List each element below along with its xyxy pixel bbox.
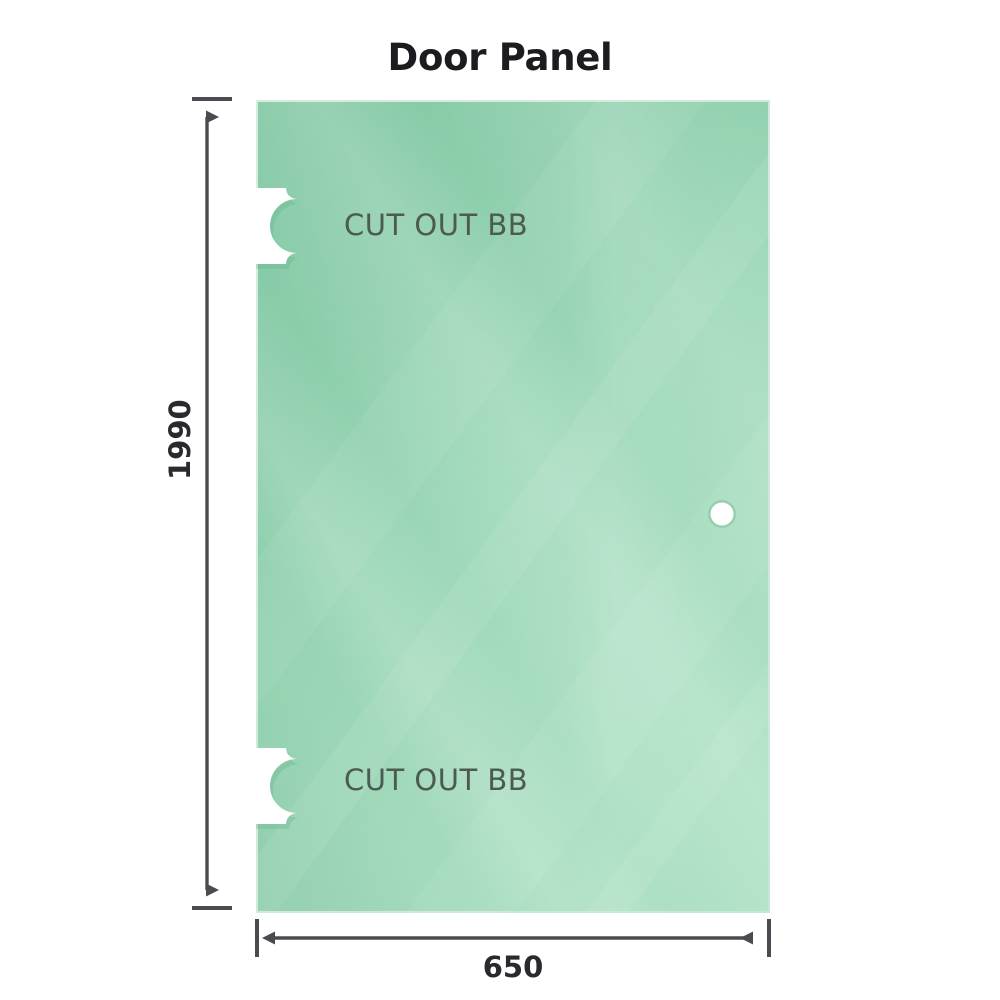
hinge-cutout-top-void [256,188,297,264]
glass-door-panel [256,100,770,913]
dimension-width-value: 650 [482,950,544,984]
hinge-cutout-bottom-void [256,748,297,824]
dimension-height-value: 1990 [163,399,197,480]
handle-hole-void [710,502,734,526]
page-title: Door Panel [387,36,613,79]
cutout-label-bottom: CUT OUT BB [344,763,529,797]
handle-hole [708,500,736,528]
dimension-height [192,97,232,910]
hinge-cutout-bottom [256,748,300,829]
dimension-width [255,919,771,957]
panel-vertical-highlight [258,102,768,911]
cutout-label-top: CUT OUT BB [344,208,529,242]
panel-streaks [256,100,770,913]
panel-body-group [256,100,770,913]
hinge-cutout-top [256,188,300,269]
glass-panel-graphic [256,100,770,913]
